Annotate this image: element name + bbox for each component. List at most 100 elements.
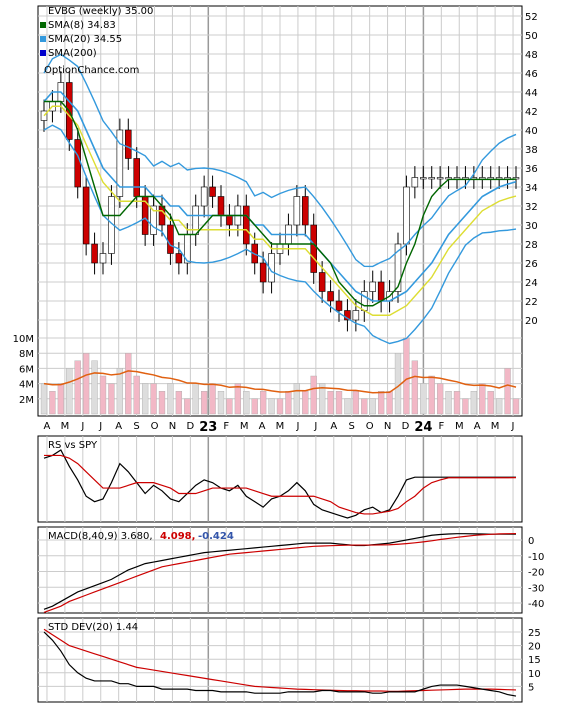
legend-sma8: SMA(8) 34.83	[48, 20, 116, 31]
volume-bar	[344, 398, 351, 415]
volume-bar	[276, 398, 284, 415]
volume-bar	[310, 375, 317, 415]
price-tick-label: 20	[525, 316, 538, 327]
bollinger-lower-line	[43, 124, 517, 345]
macd-signal-label: 4.098,	[160, 531, 195, 542]
std-axis-ticks: 25 20 15 10 5	[528, 628, 541, 693]
price-tick-label: 38	[525, 145, 538, 156]
price-tick-label: 52	[525, 12, 538, 23]
legend-sma8-swatch	[40, 22, 46, 28]
volume-bar	[411, 360, 419, 415]
rs-title: RS vs SPY	[48, 440, 98, 451]
volume-tick-label: 4M	[19, 380, 34, 391]
candle-body	[428, 177, 435, 180]
volume-bar	[57, 383, 65, 415]
candle-body	[200, 186, 208, 207]
month-label: M	[276, 421, 285, 432]
candle-body	[411, 177, 419, 188]
legend-sma200: SMA(200)	[48, 48, 97, 59]
month-label: M	[61, 421, 70, 432]
volume-bar	[108, 383, 115, 415]
volume-bar	[184, 398, 191, 415]
price-lines	[43, 53, 517, 345]
volume-bar	[234, 383, 242, 415]
month-label: A	[44, 421, 51, 432]
price-grid	[38, 6, 522, 416]
volume-axis-ticks: 10M 8M 6M 4M 2M	[13, 334, 34, 406]
volume-tick-label: 2M	[19, 395, 34, 406]
volume-bar	[487, 391, 494, 415]
volume-bar	[302, 391, 309, 415]
price-axis-ticks: 52 50 48 46 44 42 40 38 36 34 32 30 28 26 24 22 20	[525, 12, 538, 327]
candle-body	[352, 310, 360, 321]
volume-bar	[428, 375, 435, 415]
candle-body	[133, 158, 140, 197]
price-tick-label: 50	[525, 31, 538, 42]
volume-bar	[217, 391, 225, 415]
volume-bar	[453, 391, 461, 415]
volume-bar	[226, 398, 233, 415]
std-tick-label: 5	[528, 682, 534, 693]
volume-bar	[141, 383, 149, 415]
legend-sma200-swatch	[40, 50, 46, 56]
volume-bar	[150, 383, 157, 415]
volume-bar	[377, 391, 385, 415]
year-label: 24	[414, 420, 432, 435]
month-label: M	[240, 421, 249, 432]
price-tick-label: 28	[525, 240, 538, 251]
volume-bar	[479, 383, 486, 415]
volume-bar	[40, 383, 48, 415]
candle-body	[243, 205, 250, 245]
bollinger-upper-line	[43, 53, 517, 268]
volume-bar	[268, 398, 275, 415]
month-label: F	[438, 421, 444, 432]
month-label: A	[330, 421, 337, 432]
price-tick-label: 48	[525, 50, 538, 61]
candle-body	[74, 139, 81, 188]
volume-bar	[361, 398, 368, 415]
candle-body	[293, 196, 301, 226]
volume-bar	[352, 391, 360, 415]
price-tick-label: 36	[525, 164, 538, 175]
price-tick-label: 32	[525, 202, 538, 213]
volume-bar	[420, 383, 427, 415]
std-tick-label: 25	[528, 628, 541, 639]
month-label: N	[384, 421, 391, 432]
candle-body	[512, 177, 520, 180]
month-label: F	[223, 421, 229, 432]
macd-axis-ticks: 0 -10 -20 -30 -40	[528, 536, 544, 610]
price-legend: EVBG (weekly) 35.00 SMA(8) 34.83 SMA(20)…	[40, 6, 153, 76]
volume-tick-label: 8M	[19, 349, 34, 360]
candle-body	[116, 129, 124, 197]
month-label: O	[151, 421, 159, 432]
candle-body	[420, 177, 427, 180]
month-label: A	[474, 421, 481, 432]
volume-bar	[49, 391, 56, 415]
candle-body	[167, 224, 174, 254]
macd-grid	[38, 527, 522, 613]
price-tick-label: 26	[525, 259, 538, 270]
price-title: EVBG (weekly) 35.00	[48, 6, 153, 17]
candle-body	[150, 205, 157, 235]
volume-bar	[209, 383, 216, 415]
candle-body	[436, 177, 444, 180]
volume-bar	[259, 391, 267, 415]
month-label: J	[511, 421, 515, 432]
volume-bar	[251, 398, 258, 415]
candle-body	[259, 262, 267, 283]
candle-body	[318, 272, 326, 292]
volume-bar	[512, 398, 520, 415]
volume-bar	[318, 383, 326, 415]
candle-body	[327, 291, 334, 302]
volume-bar	[175, 391, 183, 415]
month-label: J	[313, 421, 317, 432]
std-tick-label: 10	[528, 669, 541, 680]
volume-bar	[116, 368, 124, 415]
watermark: OptionChance.com	[44, 65, 139, 76]
month-label: S	[349, 421, 355, 432]
candle-body	[403, 186, 410, 245]
volume-bar	[369, 398, 376, 415]
candle-body	[91, 243, 98, 264]
